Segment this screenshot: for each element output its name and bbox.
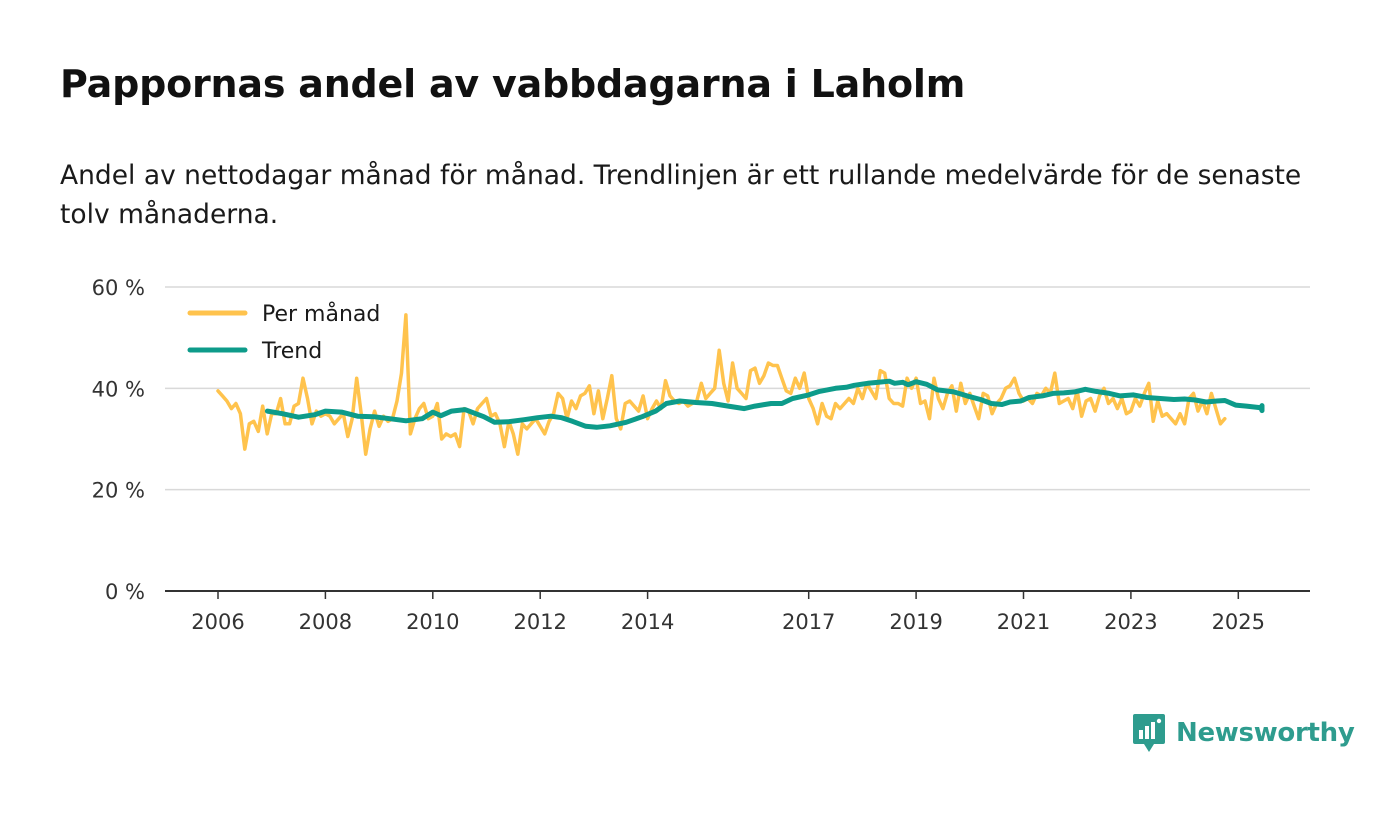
y-tick-label: 20 % [92, 479, 145, 503]
legend: Per månad Trend [187, 301, 380, 364]
y-tick-label: 0 % [105, 580, 145, 604]
x-tick-label: 2017 [782, 610, 835, 634]
brand-name: Newsworthy [1176, 718, 1355, 748]
x-tick-label: 2014 [621, 610, 674, 634]
series-line-per-manad [216, 313, 1227, 456]
brand-logo: Newsworthy [1132, 712, 1355, 754]
x-axis-tick-labels: 2006 2008 2010 2012 2014 2017 2019 2021 2023 2025 [191, 591, 1265, 634]
y-tick-label: 40 % [92, 377, 145, 401]
legend-label-trend: Trend [261, 339, 322, 364]
y-tick-label: 60 % [92, 276, 145, 300]
series-line-trend [264, 378, 1265, 430]
x-tick-label: 2008 [299, 610, 352, 634]
gridlines [165, 286, 1310, 592]
chart-subtitle: Andel av nettodagar månad för månad. Tre… [60, 160, 1302, 230]
newsworthy-logo-icon [1133, 714, 1165, 752]
series-lines [216, 313, 1265, 456]
x-tick-label: 2012 [513, 610, 566, 634]
x-tick-label: 2023 [1104, 610, 1157, 634]
x-tick-label: 2006 [191, 610, 244, 634]
x-tick-label: 2021 [997, 610, 1050, 634]
x-tick-label: 2010 [406, 610, 459, 634]
y-axis-tick-labels: 0 % 20 % 40 % 60 % [92, 276, 145, 604]
x-tick-label: 2019 [889, 610, 942, 634]
x-tick-label: 2025 [1212, 610, 1265, 634]
chart-title: Pappornas andel av vabbdagarna i Laholm [60, 62, 966, 106]
legend-label-per-manad: Per månad [262, 301, 380, 327]
